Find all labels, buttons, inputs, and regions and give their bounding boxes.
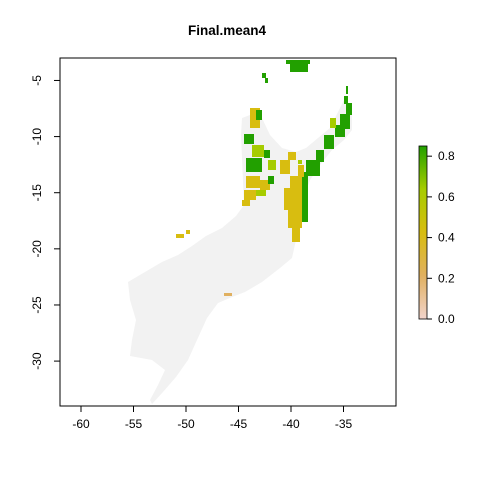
raster-cell [268, 160, 276, 170]
raster-cell [302, 172, 308, 222]
y-axis: -5 -10 -15 -20 -25 -30 [30, 75, 61, 370]
raster-cell [252, 145, 264, 157]
raster-cell [288, 210, 302, 228]
x-tick-label: -50 [177, 417, 195, 431]
raster-cell [280, 160, 290, 174]
y-tick-label: -20 [30, 240, 44, 258]
map-title: Final.mean4 [188, 23, 267, 38]
x-tick-label: -60 [72, 417, 90, 431]
raster-cell [260, 180, 270, 190]
suitability-cells [176, 60, 352, 296]
raster-cell [324, 135, 334, 149]
raster-cell [176, 234, 184, 238]
raster-cell [224, 293, 232, 296]
raster-cell [290, 64, 308, 72]
raster-cell [344, 96, 348, 104]
raster-cell [298, 160, 302, 164]
raster-cell [244, 190, 256, 200]
color-legend: 0.0 0.2 0.4 0.6 0.8 [418, 145, 455, 326]
x-tick-label: -45 [230, 417, 248, 431]
x-tick-label: -35 [335, 417, 353, 431]
raster-cell [340, 114, 350, 129]
raster-cell [246, 158, 262, 172]
raster-cell [306, 160, 320, 176]
raster-cell [246, 176, 260, 188]
raster-cell [288, 152, 296, 160]
legend-tick-label: 0.6 [438, 190, 455, 204]
legend-tick-label: 0.2 [438, 271, 455, 285]
raster-cell [264, 150, 270, 158]
raster-cell [242, 200, 250, 206]
y-tick-label: -30 [30, 352, 44, 370]
raster-cell [330, 118, 336, 128]
raster-cell [290, 176, 302, 190]
raster-cell [298, 165, 304, 177]
legend-tick-label: 0.0 [438, 312, 455, 326]
raster-cell [256, 190, 266, 196]
x-tick-label: -40 [282, 417, 300, 431]
y-tick-label: -25 [30, 296, 44, 314]
raster-cell [284, 188, 302, 210]
x-tick-label: -55 [125, 417, 143, 431]
raster-cell [346, 86, 348, 94]
legend-tick-label: 0.8 [438, 149, 455, 163]
raster-cell [256, 110, 262, 120]
legend-color-bar [418, 145, 428, 320]
raster-cell [286, 60, 310, 64]
y-tick-label: -5 [30, 75, 44, 86]
raster-cell [265, 78, 268, 83]
raster-cell [250, 108, 260, 128]
raster-cell [268, 176, 274, 184]
land-area [128, 98, 352, 404]
raster-cell [346, 103, 352, 115]
raster-cell [316, 150, 324, 162]
raster-cell [186, 230, 190, 234]
raster-cell [244, 134, 254, 144]
raster-cell [335, 125, 345, 137]
raster-cell [262, 73, 266, 78]
y-tick-label: -15 [30, 184, 44, 202]
y-tick-label: -10 [30, 128, 44, 146]
x-axis: -60 -55 -50 -45 -40 -35 [72, 405, 353, 431]
raster-cell [292, 226, 300, 242]
legend-tick-label: 0.4 [438, 231, 455, 245]
